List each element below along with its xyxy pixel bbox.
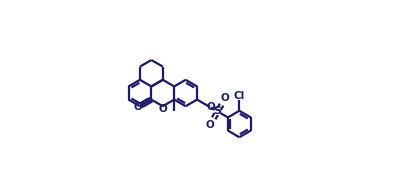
Text: O: O [158,105,167,115]
Text: O: O [205,120,214,130]
Text: O: O [134,102,142,112]
Text: O: O [206,102,215,113]
Text: S: S [213,106,221,116]
Text: O: O [221,93,230,103]
Text: Cl: Cl [234,91,245,101]
